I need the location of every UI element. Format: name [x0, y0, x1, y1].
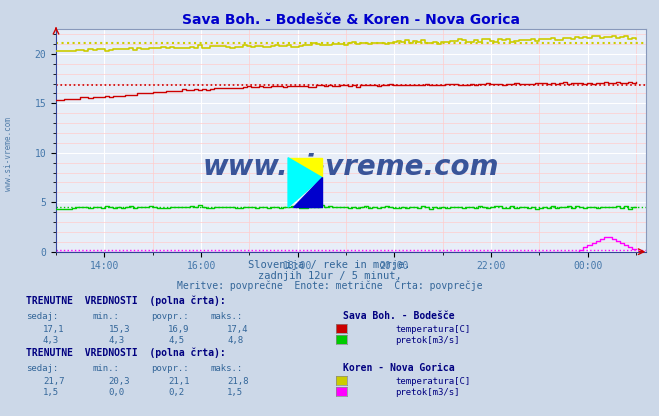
Text: 21,1: 21,1	[168, 377, 190, 386]
Title: Sava Boh. - Bodešče & Koren - Nova Gorica: Sava Boh. - Bodešče & Koren - Nova Goric…	[182, 12, 520, 27]
Text: Sava Boh. - Bodešče: Sava Boh. - Bodešče	[343, 312, 454, 322]
Text: 4,3: 4,3	[43, 336, 59, 345]
Text: TRENUTNE  VREDNOSTI  (polna črta):: TRENUTNE VREDNOSTI (polna črta):	[26, 347, 226, 358]
Text: 16,9: 16,9	[168, 325, 190, 334]
Text: min.:: min.:	[92, 312, 119, 322]
Text: 15,3: 15,3	[109, 325, 130, 334]
Text: pretok[m3/s]: pretok[m3/s]	[395, 388, 460, 397]
Text: 1,5: 1,5	[227, 388, 243, 397]
Text: sedaj:: sedaj:	[26, 312, 59, 322]
Text: Meritve: povprečne  Enote: metrične  Črta: povprečje: Meritve: povprečne Enote: metrične Črta:…	[177, 279, 482, 291]
Text: 17,4: 17,4	[227, 325, 249, 334]
Polygon shape	[288, 158, 322, 178]
Text: 21,8: 21,8	[227, 377, 249, 386]
Text: min.:: min.:	[92, 364, 119, 374]
Text: maks.:: maks.:	[211, 312, 243, 322]
Text: temperatura[C]: temperatura[C]	[395, 377, 471, 386]
Text: temperatura[C]: temperatura[C]	[395, 325, 471, 334]
Text: 17,1: 17,1	[43, 325, 65, 334]
Text: 4,3: 4,3	[109, 336, 125, 345]
Text: www.si-vreme.com: www.si-vreme.com	[203, 153, 499, 181]
Text: povpr.:: povpr.:	[152, 312, 189, 322]
Polygon shape	[293, 178, 322, 207]
Text: 21,7: 21,7	[43, 377, 65, 386]
Text: Slovenija / reke in morje.: Slovenija / reke in morje.	[248, 260, 411, 270]
Text: 0,0: 0,0	[109, 388, 125, 397]
Text: 1,5: 1,5	[43, 388, 59, 397]
Text: 0,2: 0,2	[168, 388, 184, 397]
Polygon shape	[288, 158, 322, 207]
Text: www.si-vreme.com: www.si-vreme.com	[4, 117, 13, 191]
Text: 4,8: 4,8	[227, 336, 243, 345]
Text: zadnjih 12ur / 5 minut.: zadnjih 12ur / 5 minut.	[258, 271, 401, 281]
Text: Koren - Nova Gorica: Koren - Nova Gorica	[343, 364, 454, 374]
Text: pretok[m3/s]: pretok[m3/s]	[395, 336, 460, 345]
Text: maks.:: maks.:	[211, 364, 243, 374]
Text: povpr.:: povpr.:	[152, 364, 189, 374]
Text: sedaj:: sedaj:	[26, 364, 59, 374]
Text: 4,5: 4,5	[168, 336, 184, 345]
Text: TRENUTNE  VREDNOSTI  (polna črta):: TRENUTNE VREDNOSTI (polna črta):	[26, 295, 226, 306]
Text: 20,3: 20,3	[109, 377, 130, 386]
